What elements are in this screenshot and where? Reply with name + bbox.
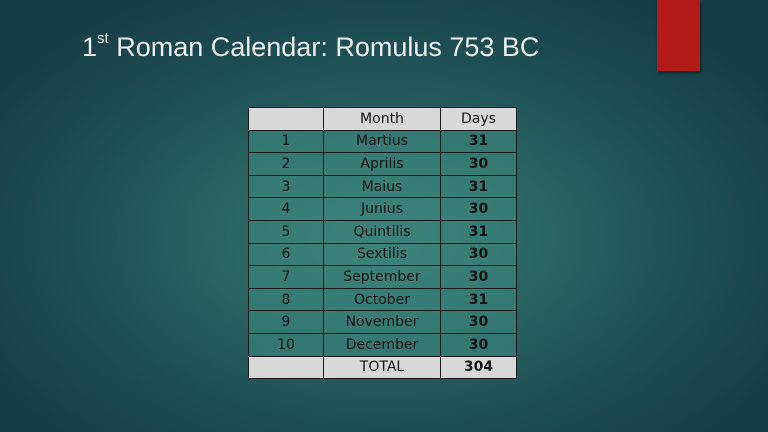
month-cell: November [323, 310, 441, 334]
row-number-cell: 10 [248, 332, 324, 357]
days-cell: 30 [440, 332, 517, 357]
row-number-cell: 2 [248, 152, 324, 176]
month-cell: Quintilis [323, 219, 441, 244]
row-number-cell: 3 [248, 174, 324, 199]
month-cell: October [323, 287, 441, 312]
table-row: 8 October 31 [248, 287, 517, 312]
total-row: TOTAL 304 [248, 355, 517, 380]
days-cell: 31 [440, 129, 517, 154]
header-cell: Month [323, 107, 441, 131]
empty-cell [248, 355, 324, 380]
table-row: 6 Sextilis 30 [248, 242, 517, 267]
days-cell: 31 [440, 219, 517, 244]
table-row: 10 December 30 [248, 332, 517, 357]
days-cell: 30 [440, 197, 517, 221]
total-days: 304 [440, 355, 517, 380]
header-cell: Days [440, 107, 517, 131]
days-cell: 31 [440, 174, 517, 199]
row-number-cell: 7 [248, 265, 324, 289]
month-cell: Aprilis [323, 152, 441, 176]
days-cell: 30 [440, 265, 517, 289]
month-cell: Maius [323, 174, 441, 199]
header-cell [248, 107, 324, 131]
row-number-cell: 5 [248, 219, 324, 244]
month-cell: Martius [323, 129, 441, 154]
table-header-row: Month Days [248, 107, 517, 131]
table-row: 9 November 30 [248, 310, 517, 334]
row-number-cell: 9 [248, 310, 324, 334]
row-number-cell: 8 [248, 287, 324, 312]
month-cell: Sextilis [323, 242, 441, 267]
row-number-cell: 6 [248, 242, 324, 267]
days-cell: 30 [440, 242, 517, 267]
calendar-table: Month Days 1 Martius 31 2 Aprilis 30 3 Maius 31 4… [248, 107, 517, 380]
table-row: 7 September 30 [248, 265, 517, 289]
table-row: 2 Aprilis 30 [248, 152, 517, 176]
month-cell: Junius [323, 197, 441, 221]
red-accent-bar [657, 0, 700, 71]
slide-title: 1st Roman Calendar: Romulus 753 BC [82, 30, 540, 62]
days-cell: 30 [440, 152, 517, 176]
row-number-cell: 4 [248, 197, 324, 221]
row-number-cell: 1 [248, 129, 324, 154]
table-row: 5 Quintilis 31 [248, 219, 517, 244]
month-cell: December [323, 332, 441, 357]
table-row: 3 Maius 31 [248, 174, 517, 199]
total-label: TOTAL [323, 355, 441, 380]
table-row: 1 Martius 31 [248, 129, 517, 154]
days-cell: 31 [440, 287, 517, 312]
table-row: 4 Junius 30 [248, 197, 517, 221]
month-cell: September [323, 265, 441, 289]
days-cell: 30 [440, 310, 517, 334]
